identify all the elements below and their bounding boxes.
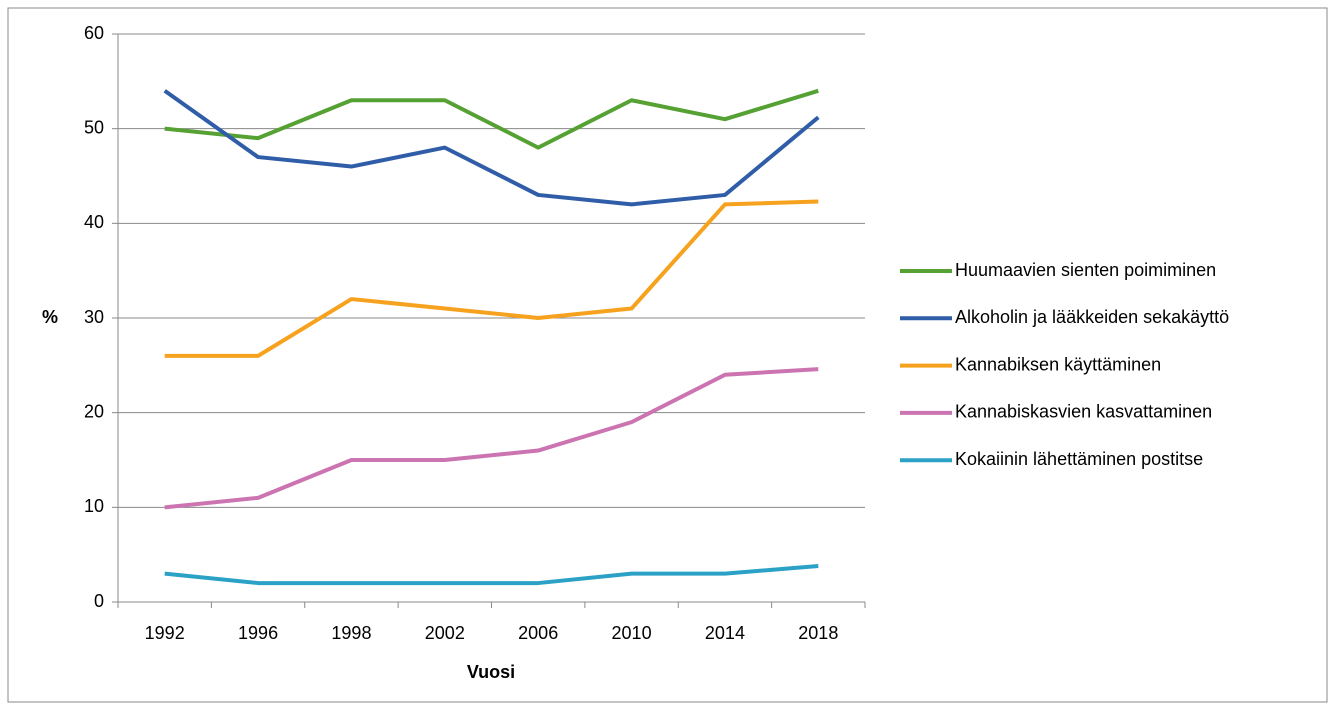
y-tick-label: 40 [84,212,104,232]
y-tick-label: 20 [84,401,104,421]
x-tick-label: 1992 [145,623,185,643]
y-tick-label: 30 [84,307,104,327]
series-line [163,89,820,207]
y-tick-label: 0 [94,591,104,611]
x-tick-label: 1996 [238,623,278,643]
y-axis-label: % [42,307,58,327]
y-tick-label: 50 [84,117,104,137]
legend-label: Kannabiksen käyttäminen [955,354,1161,374]
x-tick-label: 2018 [798,623,838,643]
series-line [164,367,819,510]
x-tick-label: 2014 [705,623,745,643]
x-tick-label: 2010 [612,623,652,643]
series-line [164,564,819,586]
legend-label: Alkoholin ja lääkkeiden sekakäyttö [955,307,1229,327]
series-line [164,88,819,150]
legend-label: Huumaavien sienten poimiminen [955,260,1216,280]
legend-label: Kannabiskasvien kasvattaminen [955,402,1212,422]
x-axis-label: Vuosi [467,662,515,682]
y-tick-label: 10 [84,496,104,516]
x-tick-label: 2006 [518,623,558,643]
x-tick-label: 2002 [425,623,465,643]
x-tick-label: 1998 [331,623,371,643]
series-line [164,199,819,358]
y-tick-label: 60 [84,23,104,43]
legend-label: Kokaiinin lähettäminen postitse [955,449,1203,469]
